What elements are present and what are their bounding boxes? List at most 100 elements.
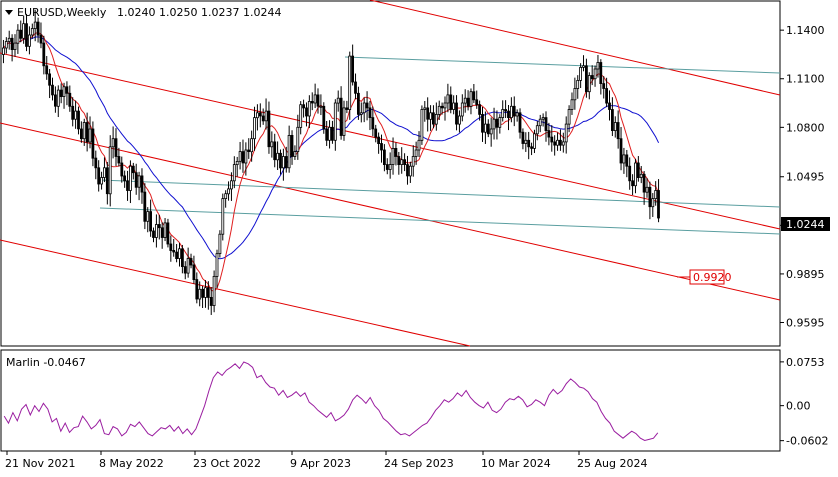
candle-body: [411, 156, 415, 167]
candle-body: [345, 107, 349, 110]
candle-body: [313, 94, 317, 104]
candle-body: [175, 251, 179, 260]
candle: [126, 170, 129, 201]
candle-body: [613, 122, 617, 132]
candle: [501, 100, 505, 122]
candle: [77, 106, 80, 135]
candle: [538, 114, 542, 133]
candle: [189, 253, 193, 269]
candle: [68, 85, 72, 112]
candle: [602, 76, 606, 99]
candle: [2, 39, 5, 64]
candle-body: [143, 191, 147, 222]
candle-body: [232, 164, 236, 182]
candle: [507, 104, 510, 131]
candle: [625, 149, 629, 178]
candle-body: [475, 99, 479, 106]
candle: [420, 105, 424, 145]
candle-body: [195, 279, 199, 300]
candle-body: [374, 128, 378, 138]
candle-body: [657, 190, 660, 219]
candle: [131, 162, 135, 180]
candle-body: [316, 94, 320, 107]
candle-body: [19, 29, 23, 39]
candle-body: [446, 94, 450, 104]
candle-body: [33, 21, 37, 30]
candle: [166, 218, 170, 248]
candle: [400, 147, 404, 174]
candle: [619, 127, 623, 171]
candle-body: [180, 248, 184, 268]
candle-body: [443, 102, 447, 109]
candle: [550, 125, 554, 152]
candle: [273, 133, 277, 168]
candle: [313, 83, 317, 109]
indicator-tick-label: 0.00: [786, 400, 811, 413]
candle-body: [114, 138, 118, 157]
price-tick-label: 1.1400: [786, 24, 825, 37]
candle-body: [400, 159, 404, 165]
candle: [183, 261, 187, 280]
candle-body: [486, 123, 490, 135]
candle: [172, 239, 176, 257]
candle-body: [244, 149, 248, 164]
candle: [82, 118, 86, 146]
candle: [175, 244, 179, 263]
candle-body: [561, 141, 565, 146]
candle-body: [611, 109, 614, 132]
symbol-dropdown-icon[interactable]: [5, 10, 13, 15]
candle: [466, 90, 470, 111]
candle-body: [431, 112, 435, 125]
candle-body: [48, 73, 51, 86]
candle-body: [356, 92, 360, 115]
candle-body: [550, 136, 554, 143]
candle-body: [270, 141, 274, 148]
candle-body: [39, 34, 43, 44]
candle-body: [535, 125, 539, 135]
candle-body: [229, 180, 233, 190]
candle-body: [504, 109, 508, 112]
candle: [391, 137, 395, 175]
x-tick-label: 10 Mar 2024: [481, 457, 551, 470]
price-tick-label: 0.9895: [786, 268, 825, 281]
candle: [253, 106, 256, 151]
candle-body: [59, 89, 63, 97]
candle: [414, 141, 418, 165]
candle-body: [209, 296, 213, 306]
candle: [152, 227, 155, 243]
candle: [325, 121, 329, 146]
candle: [178, 242, 181, 267]
candle: [495, 110, 499, 140]
candle: [235, 156, 239, 177]
candle-body: [137, 175, 141, 188]
candle: [567, 105, 571, 133]
candle: [204, 280, 207, 308]
candle-body: [492, 118, 496, 130]
candle-body: [204, 287, 207, 298]
candle: [382, 144, 386, 172]
candle-body: [388, 164, 392, 170]
candle-body: [154, 224, 158, 238]
price-tick-label: 1.1100: [786, 73, 825, 86]
candle: [512, 96, 516, 127]
candle: [74, 100, 77, 129]
candle: [599, 59, 603, 95]
candle-body: [149, 211, 153, 232]
candle-body: [128, 165, 132, 191]
candle: [642, 171, 646, 205]
candle: [100, 171, 103, 190]
x-tick-label: 23 Oct 2022: [193, 457, 261, 470]
candle: [452, 95, 456, 115]
candle-body: [166, 222, 170, 245]
candle-body: [642, 173, 646, 193]
candle-body: [336, 97, 340, 104]
candle: [556, 132, 559, 151]
time-x-axis: 21 Nov 2021 8 May 2022 23 Oct 2022 9 Apr 20…: [5, 451, 647, 470]
marlin-line: [3, 361, 659, 442]
candle-body: [123, 175, 126, 182]
candle: [596, 55, 600, 78]
candle-body: [605, 88, 608, 104]
candle: [287, 125, 291, 173]
